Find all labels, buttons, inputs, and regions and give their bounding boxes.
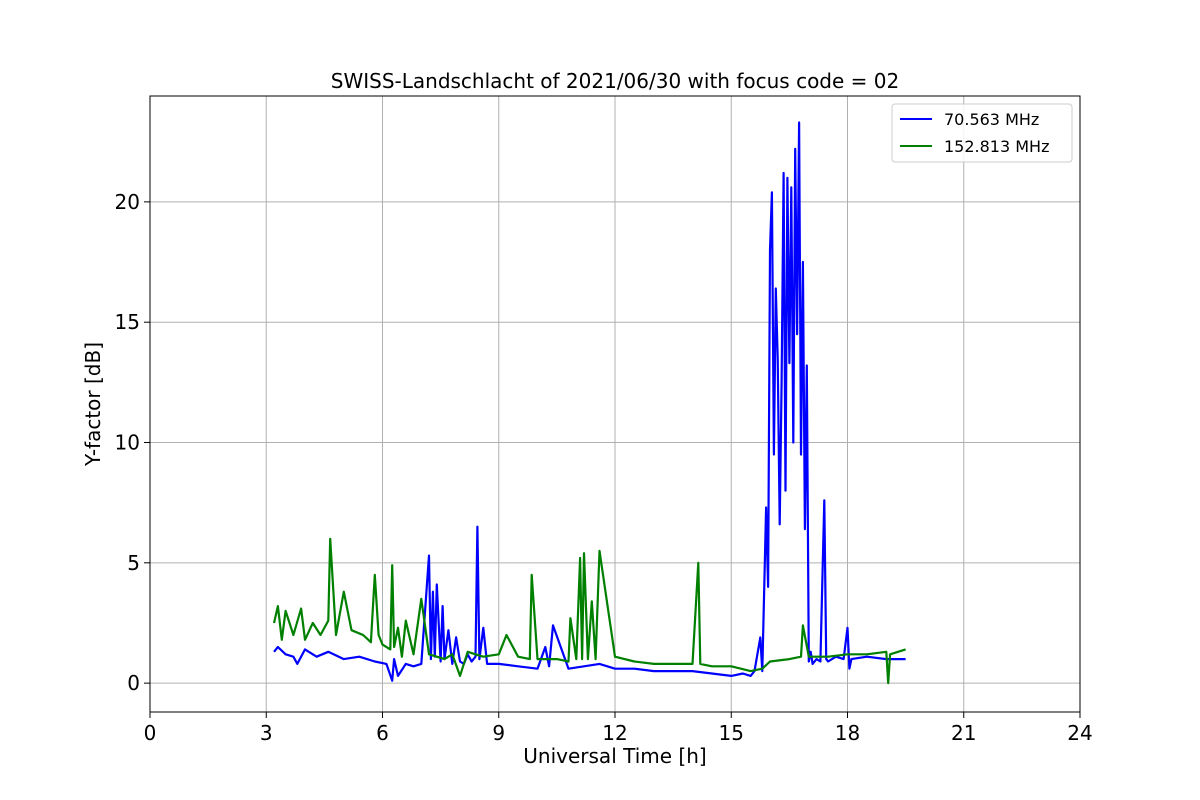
y-ticks: 0 5 10 15 20 (115, 190, 150, 695)
series-line-1 (273, 121, 906, 682)
legend-label: 70.563 MHz (944, 110, 1039, 129)
y-axis-label: Y-factor [dB] (81, 342, 105, 467)
y-tick-label: 0 (127, 671, 140, 695)
y-tick-label: 20 (115, 190, 140, 214)
grid (149, 96, 1081, 712)
x-tick-label: 3 (260, 721, 273, 745)
y-tick-label: 10 (115, 431, 140, 455)
y-tick-label: 15 (115, 310, 140, 334)
x-tick-label: 24 (1067, 721, 1092, 745)
x-ticks: 0 3 6 9 12 15 18 21 24 (144, 712, 1093, 745)
series-group (272, 121, 906, 685)
x-tick-label: 15 (719, 721, 744, 745)
series-line-2 (272, 537, 906, 685)
x-axis-label: Universal Time [h] (523, 744, 706, 768)
x-tick-label: 6 (376, 721, 389, 745)
legend-box (891, 103, 1073, 163)
chart-title: SWISS-Landschlacht of 2021/06/30 with fo… (331, 69, 899, 93)
x-tick-label: 18 (835, 721, 860, 745)
x-tick-label: 9 (492, 721, 505, 745)
legend: 70.563 MHz 152.813 MHz (891, 103, 1073, 163)
x-tick-label: 21 (951, 721, 976, 745)
y-tick-label: 5 (127, 551, 140, 575)
x-tick-label: 0 (144, 721, 157, 745)
legend-label: 152.813 MHz (944, 137, 1049, 156)
x-tick-label: 12 (602, 721, 627, 745)
